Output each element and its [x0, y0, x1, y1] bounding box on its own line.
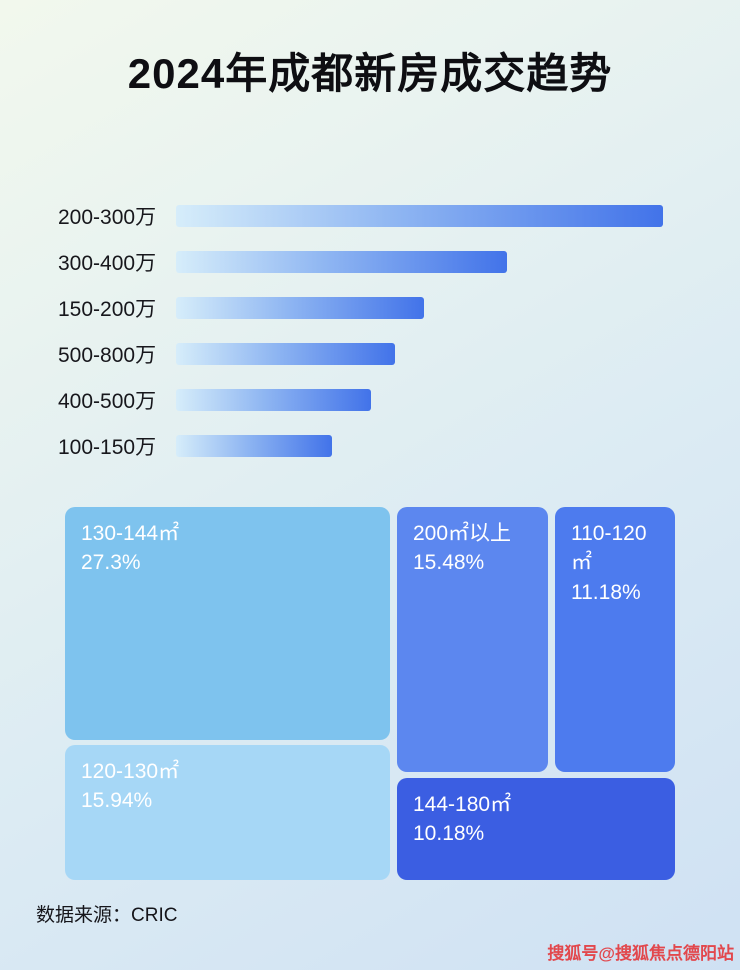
page-title: 2024年成都新房成交趋势: [127, 50, 613, 97]
treemap-label: 130-144㎡: [81, 522, 180, 545]
price-range-bar-chart: 200-300万 300-400万 150-200万 500-800万 400-…: [0, 193, 740, 469]
treemap-value: 10.18%: [413, 822, 485, 846]
bar: [176, 205, 663, 227]
bar-track: [176, 205, 663, 227]
bar-track: [176, 343, 663, 365]
bar-row: 150-200万: [0, 285, 740, 331]
bar-label: 500-800万: [58, 344, 157, 367]
bar-row: 300-400万: [0, 239, 740, 285]
treemap-block-120-130: 120-130㎡ 15.94%: [65, 745, 390, 880]
area-size-treemap: 130-144㎡ 27.3% 200㎡以上 15.48% 110-120㎡ 11…: [65, 507, 675, 880]
bar-label: 400-500万: [58, 390, 157, 413]
treemap-value: 27.3%: [81, 551, 141, 575]
treemap-block-144-180: 144-180㎡ 10.18%: [397, 778, 675, 880]
treemap-value: 11.18%: [571, 580, 641, 604]
treemap-block-200-plus: 200㎡以上 15.48%: [397, 507, 548, 772]
bar-row: 400-500万: [0, 377, 740, 423]
treemap-label: 120-130㎡: [81, 760, 180, 783]
bar: [176, 251, 508, 273]
bar-row: 500-800万: [0, 331, 740, 377]
treemap-value: 15.48%: [413, 551, 485, 575]
bar: [176, 435, 332, 457]
bar-row: 100-150万: [0, 423, 740, 469]
treemap-label: 144-180㎡: [413, 793, 512, 816]
bar-track: [176, 435, 663, 457]
bar-track: [176, 389, 663, 411]
bar: [176, 343, 396, 365]
treemap-label: 200㎡以上: [413, 522, 512, 545]
bar: [176, 389, 371, 411]
bar-track: [176, 297, 663, 319]
bar-label: 100-150万: [58, 436, 157, 459]
treemap-label: 110-120㎡: [571, 522, 647, 575]
data-source: 数据来源：CRIC: [36, 905, 178, 926]
bar: [176, 297, 425, 319]
infographic: 2024年成都新房成交趋势 200-300万 300-400万 150-200万…: [0, 50, 740, 963]
bar-row: 200-300万: [0, 193, 740, 239]
bar-track: [176, 251, 663, 273]
bar-label: 200-300万: [58, 206, 157, 229]
treemap-value: 15.94%: [81, 789, 153, 813]
bar-label: 300-400万: [58, 252, 157, 275]
treemap-block-130-144: 130-144㎡ 27.3%: [65, 507, 390, 740]
bar-label: 150-200万: [58, 298, 157, 321]
treemap-block-110-120: 110-120㎡ 11.18%: [555, 507, 675, 772]
watermark: 搜狐号@搜狐焦点德阳站: [547, 944, 734, 963]
